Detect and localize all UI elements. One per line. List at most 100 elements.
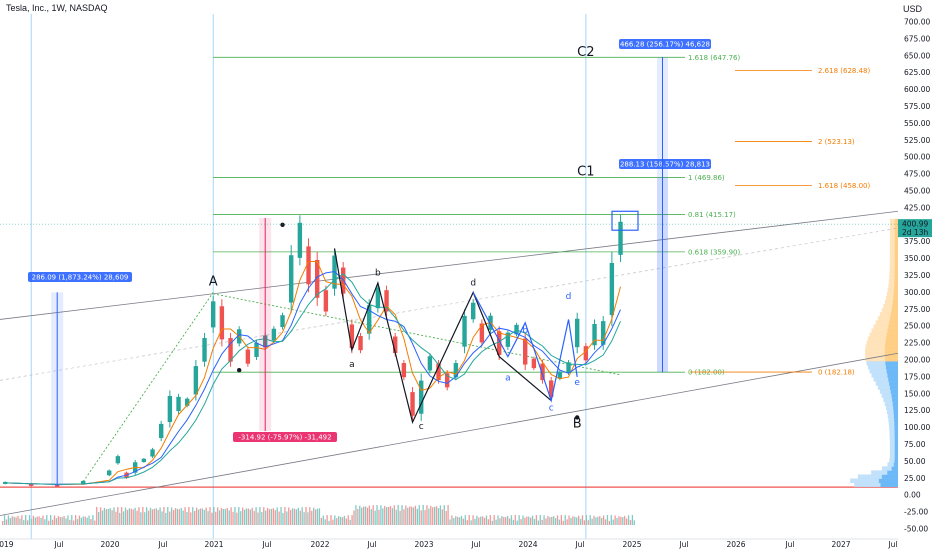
volume-bar <box>73 520 75 525</box>
profile-bar <box>877 385 898 390</box>
volume-bar <box>522 515 524 525</box>
volume-bar <box>251 507 253 525</box>
fib-orange-label: 2.618 (628.48) <box>818 67 870 75</box>
y-tick-label: 525.00 <box>904 136 930 145</box>
profile-bar <box>869 368 898 374</box>
symbol-title: Tesla, Inc., 1W, NASDAQ <box>6 3 108 13</box>
volume-bar <box>485 515 488 525</box>
volume-bar <box>92 515 94 525</box>
wave-label: C1 <box>577 164 594 179</box>
volume-bar <box>69 519 71 525</box>
profile-bar <box>871 470 898 475</box>
y-tick-label: 450.00 <box>904 187 930 196</box>
candle-body <box>549 380 554 398</box>
profile-bar <box>881 474 898 479</box>
volume-bar <box>259 507 261 525</box>
wave-label: b <box>375 269 381 279</box>
volume-bar <box>217 507 219 525</box>
volume-bar <box>63 515 65 525</box>
volume-bar <box>403 509 405 525</box>
y-tick-label: -50.00 <box>904 525 928 534</box>
volume-bar <box>288 507 290 525</box>
volume-bar <box>322 515 324 525</box>
volume-bar <box>199 508 202 525</box>
volume-bar <box>384 505 386 525</box>
profile-bar <box>892 401 898 406</box>
volume-bar <box>338 516 340 525</box>
profile-bar <box>885 336 898 342</box>
profile-bar <box>893 291 898 297</box>
profile-bar <box>881 393 898 398</box>
volume-bar <box>420 510 422 525</box>
profile-bar <box>889 271 898 277</box>
volume-bar <box>531 515 534 525</box>
y-tick-label: 275.00 <box>904 305 930 314</box>
fib-orange-label: 2 (523.13) <box>818 138 855 146</box>
candle-body <box>531 358 537 369</box>
volume-bar <box>472 515 474 525</box>
y-tick-label: 575.00 <box>904 102 930 111</box>
volume-bar <box>462 518 465 525</box>
volume-bar <box>535 515 538 525</box>
profile-bar <box>887 373 898 378</box>
volume-bar <box>188 507 190 525</box>
profile-bar <box>889 316 898 321</box>
volume-bar <box>61 517 63 525</box>
candle-body <box>306 246 311 285</box>
volume-bar <box>157 509 159 525</box>
volume-bar <box>441 509 443 525</box>
volume-bar <box>387 506 390 525</box>
fib-orange-label: 0 (182.18) <box>818 369 855 377</box>
volume-bar <box>583 520 586 525</box>
profile-bar <box>884 348 898 354</box>
volume-bar <box>124 507 127 525</box>
volume-bar <box>470 520 472 525</box>
volume-bar <box>478 517 480 525</box>
volume-bar <box>389 506 392 525</box>
profile-bar <box>889 218 898 224</box>
volume-bar <box>449 519 451 525</box>
volume-bar <box>245 508 248 525</box>
volume-bar <box>612 519 614 525</box>
volume-bar <box>291 508 294 525</box>
profile-bar <box>869 332 898 337</box>
volume-bar <box>80 517 83 525</box>
profile-bar <box>883 397 898 402</box>
measure-box-text: 288.13 (158.57%) 28,813 <box>620 161 710 169</box>
measure-box-text: -314.92 (-75.97%) -31,492 <box>238 434 331 442</box>
wave-label: c <box>419 422 424 432</box>
volume-bar <box>618 516 620 525</box>
volume-bar <box>562 520 564 525</box>
x-tick-label: Jul <box>784 540 794 549</box>
volume-bar <box>587 520 589 525</box>
volume-bar <box>334 515 336 525</box>
volume-bar <box>510 515 513 525</box>
volume-bar <box>591 518 593 525</box>
price-tag-value: 400.99 <box>902 220 928 229</box>
x-tick-label: Jul <box>366 540 376 549</box>
volume-bar <box>65 518 67 525</box>
volume-bar <box>395 509 397 525</box>
profile-bar <box>866 340 898 346</box>
volume-bar <box>439 505 442 525</box>
profile-bar <box>894 239 898 244</box>
fib-level-label: 0.618 (359.90) <box>688 248 740 256</box>
volume-bar <box>434 506 436 525</box>
measure-box <box>28 272 132 282</box>
fib-level-label: 0 (182.00) <box>688 369 725 377</box>
volume-bar <box>222 509 225 525</box>
volume-bar <box>42 515 44 525</box>
volume-bar <box>351 515 353 525</box>
fib-level-label: 0.81 (415.17) <box>688 211 736 219</box>
profile-bar <box>889 231 898 236</box>
volume-bar <box>178 509 180 525</box>
profile-bar <box>865 348 898 354</box>
volume-bar <box>579 518 582 525</box>
profile-bar <box>889 239 898 244</box>
volume-bar <box>581 515 584 525</box>
wave-label: d <box>470 279 476 289</box>
volume-bar <box>243 509 246 525</box>
y-tick-label: -25.00 <box>904 508 928 517</box>
volume-bar <box>533 519 536 525</box>
